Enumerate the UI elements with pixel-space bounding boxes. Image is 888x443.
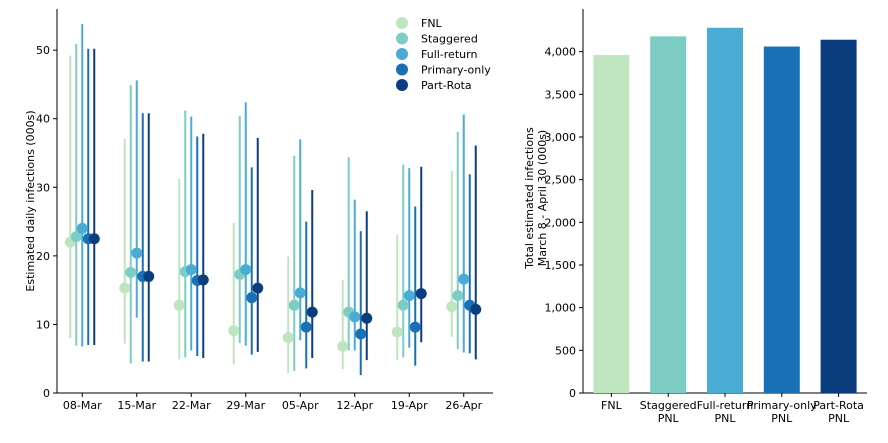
point-primary-only	[409, 321, 421, 333]
right-y-tick-label: 3,000	[545, 131, 577, 144]
legend-label-part-rota: Part-Rota	[421, 79, 472, 92]
left-y-ticks: 0 10 20 30 40 50	[36, 44, 57, 400]
right-x-ticks: FNL StaggeredPNLFull-returnPNLPrimary-onl…	[601, 393, 864, 425]
point-part-rota	[361, 312, 373, 324]
right-bars	[593, 27, 857, 394]
left-y-tick-label: 50	[36, 44, 50, 57]
right-y-axis-label-line1: Total estimated infections	[523, 127, 536, 270]
right-y-tick-label: 0	[569, 387, 576, 400]
right-x-tick-label-line2: PNL	[828, 412, 850, 425]
right-y-tick-label: 3,500	[545, 88, 577, 101]
right-y-tick-label: 1,000	[545, 302, 577, 315]
legend-label-fnl: FNL	[421, 17, 443, 30]
point-full-return	[403, 290, 415, 302]
right-x-tick-label-line2: PNL	[771, 412, 793, 425]
right-y-ticks: 0 500 1,000 1,500 2,000 2,500 3,000 3,500 4,000	[545, 46, 583, 400]
point-part-rota	[197, 274, 209, 286]
point-staggered	[397, 299, 409, 311]
point-full-return	[294, 287, 306, 299]
right-x-tick-label-line1: FNL	[601, 399, 623, 412]
legend-label-primary-only: Primary-only	[421, 64, 491, 77]
left-x-tick-label: 29-Mar	[226, 399, 265, 412]
right-y-tick-label: 500	[555, 344, 576, 357]
left-y-axis-label: Estimated daily infections (000s)	[24, 110, 37, 291]
right-x-tick-label-line2: PNL	[715, 412, 737, 425]
left-y-tick-label: 20	[36, 250, 50, 263]
left-x-tick-label: 22-Mar	[172, 399, 211, 412]
right-x-tick-label-line1: Full-return	[697, 399, 753, 412]
left-x-tick-label: 12-Apr	[336, 399, 373, 412]
bar	[593, 55, 630, 394]
right-y-tick-label: 2,500	[545, 174, 577, 187]
point-part-rota	[470, 303, 482, 315]
left-y-tick-label: 30	[36, 181, 50, 194]
left-x-tick-label: 26-Apr	[445, 399, 482, 412]
point-full-return	[458, 273, 470, 285]
point-fnl	[446, 301, 458, 313]
point-part-rota	[252, 282, 264, 294]
point-staggered	[288, 299, 300, 311]
right-y-tick-label: 4,000	[545, 46, 577, 59]
point-part-rota	[143, 270, 155, 282]
right-x-tick-label-line2: PNL	[658, 412, 680, 425]
left-x-tick-label: 08-Mar	[63, 399, 102, 412]
left-y-tick-label: 0	[43, 387, 50, 400]
bar	[707, 27, 743, 393]
right-y-tick-label: 1,500	[545, 259, 577, 272]
point-part-rota	[88, 233, 100, 245]
point-primary-only	[300, 321, 312, 333]
point-staggered	[125, 266, 137, 278]
point-part-rota	[415, 288, 427, 300]
right-y-axis-label-line2: March 8 - April 30 (000s)	[536, 130, 549, 266]
point-full-return	[240, 264, 252, 276]
point-full-return	[131, 247, 143, 259]
point-fnl	[173, 299, 185, 311]
point-fnl	[337, 340, 349, 352]
left-x-tick-label: 15-Mar	[117, 399, 156, 412]
legend-marker-staggered	[396, 32, 408, 45]
right-x-tick-label-line1: Staggered	[640, 399, 697, 412]
legend-label-full-return: Full-return	[421, 48, 477, 61]
left-y-tick-label: 10	[36, 318, 50, 331]
point-fnl	[282, 331, 294, 343]
legend-marker-part-rota	[396, 79, 408, 91]
point-full-return	[185, 264, 197, 276]
right-x-tick-label-line1: Part-Rota	[813, 399, 864, 412]
point-primary-only	[246, 292, 258, 304]
legend-marker-primary-only	[396, 63, 408, 76]
bar	[820, 39, 857, 393]
right-x-tick-label-line1: Primary-only	[747, 399, 817, 412]
total-infections-chart: Total estimated infections March 8 - Apr…	[523, 9, 867, 425]
point-full-return	[349, 311, 361, 323]
left-x-tick-label: 19-Apr	[391, 399, 428, 412]
legend: FNL Staggered Full-return Primary-only Part-…	[396, 17, 491, 92]
left-y-tick-label: 40	[36, 113, 50, 126]
right-y-tick-label: 2,000	[545, 216, 577, 229]
left-x-ticks: 08-Mar 15-Mar 22-Mar 29-Mar 05-Apr 12-Apr 19-A…	[63, 393, 483, 412]
bar	[763, 46, 800, 394]
bar	[650, 36, 687, 393]
point-fnl	[228, 325, 240, 337]
legend-marker-full-return	[396, 48, 408, 60]
point-full-return	[76, 222, 88, 234]
point-staggered	[70, 231, 82, 243]
legend-marker-fnl	[396, 17, 408, 29]
point-primary-only	[355, 328, 367, 340]
legend-label-staggered: Staggered	[421, 33, 478, 46]
point-part-rota	[306, 306, 318, 318]
left-plot-marks	[64, 24, 482, 376]
left-x-tick-label: 05-Apr	[282, 399, 319, 412]
daily-infections-chart: Estimated daily infections (000s) 0 10 20 3…	[24, 9, 493, 412]
point-staggered	[452, 290, 464, 302]
point-fnl	[391, 326, 403, 338]
point-fnl	[119, 282, 131, 294]
